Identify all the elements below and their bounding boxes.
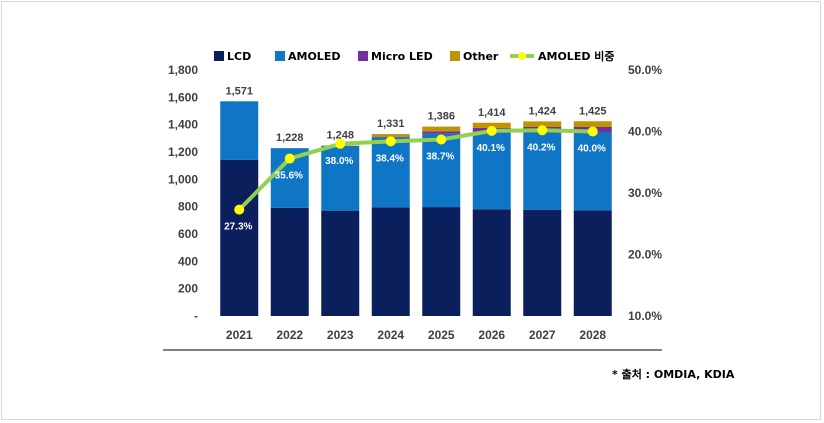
left-axis-tick-label: 1,200	[168, 145, 198, 159]
right-axis-tick-label: 50.0%	[628, 63, 662, 77]
total-value-label: 1,414	[478, 107, 506, 119]
left-axis-tick-label: 600	[178, 227, 198, 241]
bar-segment	[422, 126, 461, 132]
legend-label: AMOLED 비중	[538, 49, 615, 63]
legend-marker	[518, 52, 526, 60]
share-data-label: 40.1%	[477, 143, 505, 154]
left-axis-tick-label: 1,400	[168, 118, 198, 132]
bar-segment	[220, 101, 259, 160]
bar-segment	[472, 131, 511, 210]
bar-segment	[523, 121, 562, 127]
legend-label: LCD	[227, 50, 251, 63]
share-point	[587, 126, 598, 137]
right-axis-tick-label: 20.0%	[628, 248, 662, 262]
x-axis-tick-label: 2027	[529, 328, 556, 342]
right-axis-tick-label: 40.0%	[628, 125, 662, 139]
share-data-label: 40.0%	[578, 144, 606, 155]
bar-segment	[371, 207, 410, 316]
total-value-label: 1,386	[427, 111, 455, 123]
x-axis-tick-label: 2023	[327, 328, 354, 342]
x-axis-tick-label: 2028	[579, 328, 606, 342]
right-axis-tick-label: 10.0%	[628, 309, 662, 323]
share-data-label: 27.3%	[224, 222, 252, 233]
total-value-label: 1,228	[276, 132, 304, 144]
bar-segment	[573, 121, 612, 127]
share-data-label: 40.2%	[527, 142, 555, 153]
x-axis-tick-label: 2022	[276, 328, 303, 342]
share-point	[234, 204, 245, 215]
right-axis-tick-label: 30.0%	[628, 186, 662, 200]
legend-swatch	[275, 51, 285, 61]
legend-label: AMOLED	[288, 50, 340, 63]
share-data-label: 38.7%	[426, 151, 454, 162]
bar-segment	[422, 131, 461, 134]
total-value-label: 1,331	[377, 118, 405, 130]
bar-segment	[472, 122, 511, 128]
share-point	[486, 125, 497, 136]
legend-swatch	[358, 51, 368, 61]
bar-segment	[220, 159, 259, 316]
left-axis-tick-label: 800	[178, 200, 198, 214]
share-point	[385, 136, 396, 147]
x-axis-tick-label: 2025	[428, 328, 455, 342]
total-value-label: 1,248	[326, 129, 354, 141]
legend-swatch	[450, 51, 460, 61]
source-note: * 출처 : OMDIA, KDIA	[612, 368, 735, 381]
x-axis-tick-label: 2021	[226, 328, 253, 342]
total-value-label: 1,425	[579, 105, 607, 117]
x-axis-tick-label: 2024	[377, 328, 404, 342]
left-axis-tick-label: 400	[178, 254, 198, 268]
bar-segment	[321, 210, 360, 316]
share-point	[284, 153, 295, 164]
share-data-label: 38.4%	[376, 153, 404, 164]
x-axis-tick-label: 2026	[478, 328, 505, 342]
bar-segment	[270, 207, 309, 316]
legend-label: Micro LED	[371, 50, 433, 63]
left-axis-tick-label: 1,000	[168, 172, 198, 186]
bar-segment	[422, 207, 461, 316]
bar-segment	[472, 209, 511, 316]
share-point	[335, 138, 346, 149]
bar-segment	[573, 132, 612, 211]
bar-segment	[371, 137, 410, 208]
left-axis-tick-label: -	[194, 309, 198, 323]
bar-segment	[321, 145, 360, 211]
bar-segment	[371, 134, 410, 137]
legend-swatch	[214, 51, 224, 61]
left-axis-tick-label: 1,800	[168, 63, 198, 77]
share-data-label: 35.6%	[275, 171, 303, 182]
bar-segment	[422, 133, 461, 208]
total-value-label: 1,571	[225, 85, 253, 97]
bar-segment	[573, 210, 612, 316]
left-axis-tick-label: 200	[178, 282, 198, 296]
share-line	[237, 128, 593, 212]
share-point	[436, 134, 447, 145]
bar-segment	[523, 209, 562, 316]
share-data-label: 38.0%	[325, 156, 353, 167]
share-point	[537, 125, 548, 136]
legend-label: Other	[463, 50, 499, 63]
total-value-label: 1,424	[528, 105, 556, 117]
bar-segment	[523, 131, 562, 210]
left-axis-tick-label: 1,600	[168, 90, 198, 104]
